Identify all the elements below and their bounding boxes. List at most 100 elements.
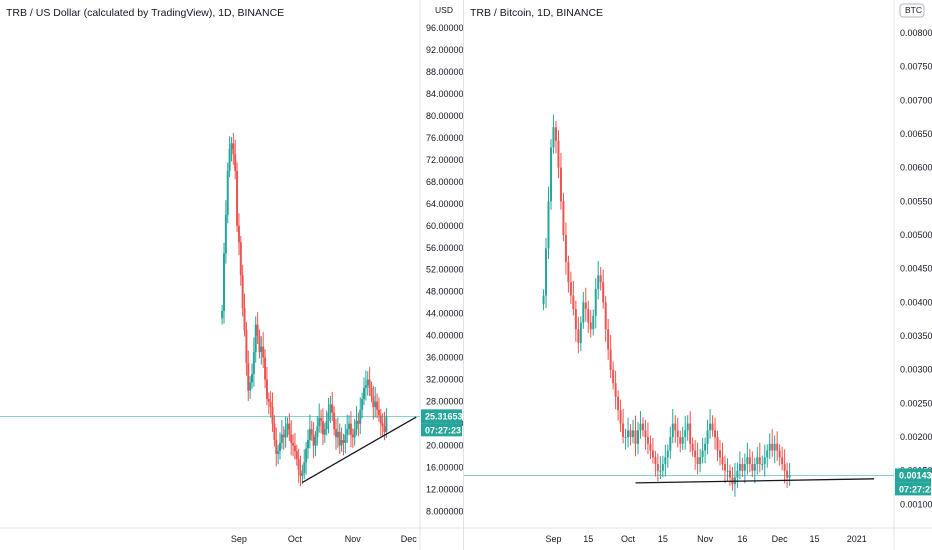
candle (316, 415, 319, 446)
candle (624, 428, 627, 450)
y-tick-label: 88.000000 (426, 67, 463, 77)
candle (310, 420, 313, 441)
candle (584, 287, 587, 322)
candle (320, 409, 323, 434)
candle (639, 411, 642, 439)
candle (776, 431, 779, 461)
candle (359, 397, 362, 435)
candle (279, 432, 281, 460)
candle (562, 192, 565, 242)
candle (676, 417, 679, 448)
candle (557, 130, 560, 179)
candle (689, 411, 692, 453)
panel-divider[interactable] (463, 0, 464, 550)
candle (599, 267, 602, 291)
candle (587, 300, 590, 334)
candle (226, 162, 229, 224)
candle (329, 396, 332, 424)
candle (604, 296, 607, 342)
currency-box (899, 3, 925, 18)
candle (325, 410, 328, 436)
y-tick-label: 80.000000 (426, 111, 463, 121)
y-tick-label: 56.000000 (426, 243, 463, 253)
candle (564, 222, 567, 275)
chart-title: TRB / US Dollar (calculated by TradingVi… (6, 7, 285, 19)
candle (756, 446, 759, 475)
candle (361, 392, 364, 419)
chart-panel-trb-usd[interactable]: TRB / US Dollar (calculated by TradingVi… (0, 0, 463, 550)
y-tick-label: 60.000000 (426, 221, 463, 231)
candle (609, 334, 612, 379)
candle (582, 291, 585, 329)
candle (364, 370, 367, 401)
candle (577, 316, 580, 354)
candle (336, 417, 339, 448)
x-tick-label: Dec (401, 534, 418, 544)
y-tick-label: 20.000000 (426, 441, 463, 451)
candle (247, 350, 250, 402)
candle (746, 442, 749, 475)
candle (355, 406, 358, 436)
last-price-text: 25.316536 (425, 411, 463, 421)
candle (351, 428, 354, 448)
candle (629, 424, 632, 446)
candle (681, 426, 684, 451)
candle (349, 411, 352, 448)
candle (243, 293, 246, 337)
candle (701, 438, 704, 464)
chart-svg[interactable]: 0.0010000.0015000.0020000.0025000.003000… (464, 0, 932, 550)
y-tick-label: 32.000000 (426, 375, 463, 385)
candle (646, 422, 649, 455)
candle (251, 363, 253, 389)
y-tick-label: 64.000000 (426, 199, 463, 209)
candle (651, 438, 654, 464)
candle (267, 392, 270, 415)
candle (338, 423, 341, 454)
candle (271, 392, 274, 432)
last-price-tag (895, 468, 931, 483)
last-price-tag (421, 409, 462, 424)
candle (348, 415, 351, 436)
candle (374, 387, 377, 418)
candle (612, 361, 615, 390)
candle (569, 271, 572, 304)
x-tick-label: Oct (621, 534, 636, 544)
candle (671, 408, 674, 444)
candle (567, 255, 570, 293)
candle (312, 422, 315, 459)
candle (726, 458, 729, 482)
candle (753, 457, 756, 484)
x-tick-label: Sep (231, 534, 247, 544)
candle (763, 444, 766, 477)
y-tick-label: 8.000000 (426, 507, 463, 517)
candle (256, 312, 259, 345)
candle (368, 367, 371, 397)
candle (607, 318, 610, 360)
candle (321, 408, 324, 446)
candle (574, 300, 577, 342)
candle (370, 381, 373, 403)
candle (649, 435, 652, 459)
x-tick-label: 15 (658, 534, 668, 544)
countdown-tag (421, 423, 462, 437)
candle (733, 462, 736, 497)
candle (617, 390, 620, 421)
candle (234, 139, 237, 180)
y-tick-label: 96.000000 (426, 23, 463, 33)
trendline (635, 478, 875, 484)
x-tick-label: Sep (545, 534, 561, 544)
candle (768, 433, 771, 459)
candle (619, 399, 622, 432)
candle (709, 408, 712, 439)
candle (579, 316, 582, 352)
candle (716, 430, 719, 461)
candle (379, 409, 382, 437)
chart-svg[interactable]: 8.00000012.00000016.00000020.00000024.00… (0, 0, 463, 550)
candle (781, 446, 784, 471)
